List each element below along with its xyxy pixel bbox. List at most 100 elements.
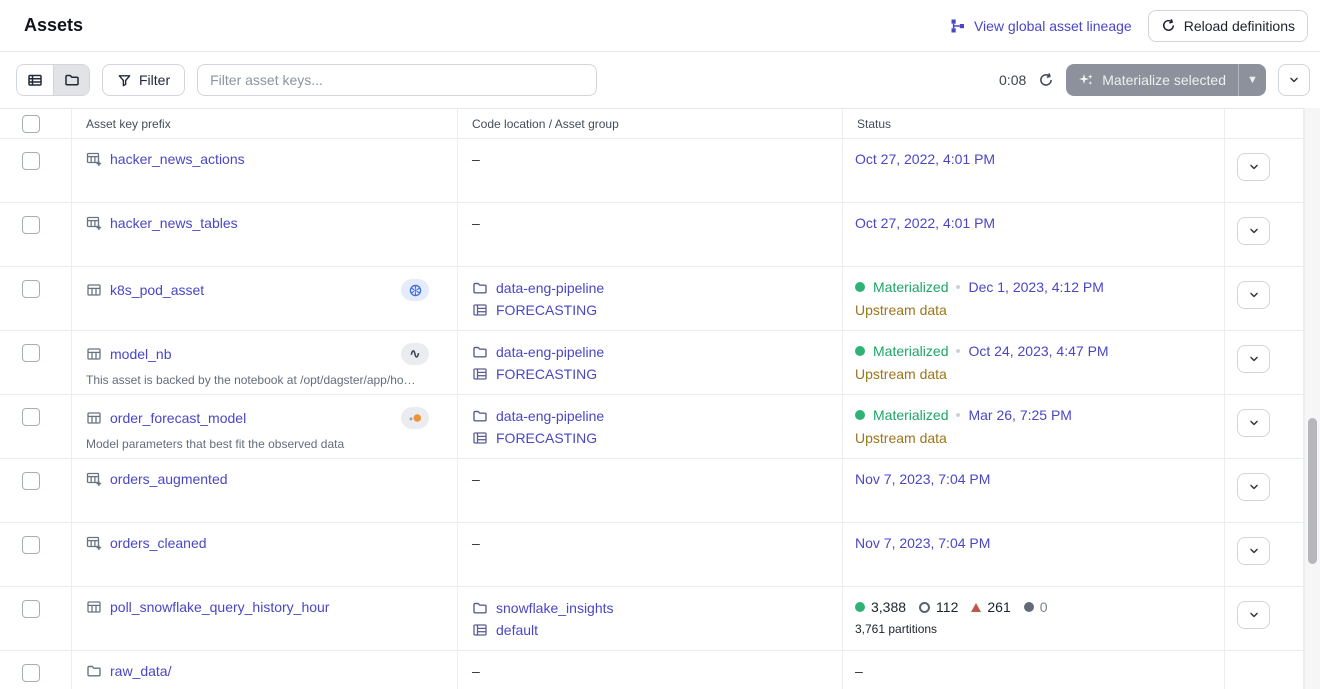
header-actions: View global asset lineage Reload definit… [950, 9, 1308, 42]
code-location-line: data-eng-pipeline [472, 277, 830, 299]
folder-view-icon [64, 72, 80, 88]
asset-group-line: default [472, 619, 830, 641]
row-menu-button[interactable] [1237, 409, 1270, 437]
view-global-asset-lineage-link[interactable]: View global asset lineage [950, 18, 1132, 34]
row-actions-cell [1225, 587, 1304, 650]
asset-link[interactable]: raw_data/ [110, 663, 172, 679]
list-view-button[interactable] [17, 65, 53, 95]
separator-dot [956, 413, 961, 417]
materialization-date-link[interactable]: Mar 26, 7:25 PM [968, 407, 1072, 423]
row-checkbox[interactable] [22, 152, 40, 170]
asset-link[interactable]: hacker_news_actions [110, 151, 245, 167]
asset-link[interactable]: orders_cleaned [110, 535, 207, 551]
row-menu-button[interactable] [1237, 153, 1270, 181]
refresh-timer: 0:08 [999, 72, 1027, 88]
column-header-status: Status [843, 109, 1225, 138]
select-all-checkbox[interactable] [22, 115, 40, 133]
materialize-split-button: Materialize selected ▼ [1066, 64, 1266, 96]
row-menu-button[interactable] [1237, 217, 1270, 245]
asset-link[interactable]: poll_snowflake_query_history_hour [110, 599, 330, 615]
row-checkbox[interactable] [22, 344, 40, 362]
asset-keys-search-input[interactable] [197, 64, 598, 96]
folder-icon [86, 663, 102, 679]
materialized-label: Materialized [873, 407, 949, 423]
asset-group-link[interactable]: FORECASTING [496, 366, 598, 382]
materialized-dot-icon [855, 410, 865, 420]
code-location-link[interactable]: data-eng-pipeline [496, 344, 605, 360]
materialization-date-link[interactable]: Dec 1, 2023, 4:12 PM [968, 279, 1104, 295]
code-location-cell: – [458, 459, 843, 522]
materialization-date-link[interactable]: Oct 27, 2022, 4:01 PM [855, 215, 996, 231]
code-location-line: data-eng-pipeline [472, 405, 830, 427]
page-title: Assets [24, 15, 84, 35]
refresh-button[interactable] [1038, 72, 1054, 88]
asset-line: orders_augmented [86, 471, 429, 487]
row-checkbox[interactable] [22, 408, 40, 426]
row-checkbox-cell [0, 395, 72, 458]
asset-link[interactable]: order_forecast_model [110, 410, 247, 426]
filter-funnel-icon [117, 73, 132, 88]
code-location-link[interactable]: data-eng-pipeline [496, 280, 605, 296]
status-cell: Oct 27, 2022, 4:01 PM [843, 203, 1225, 266]
partition-count-value: 261 [987, 599, 1011, 615]
chevron-down-icon [1247, 224, 1261, 238]
code-location-link[interactable]: snowflake_insights [496, 600, 614, 616]
asset-cell: orders_cleaned [72, 523, 458, 586]
row-checkbox-cell [0, 139, 72, 202]
more-options-button[interactable] [1278, 64, 1310, 96]
row-checkbox[interactable] [22, 216, 40, 234]
row-menu-button[interactable] [1237, 345, 1270, 373]
table-icon [86, 282, 102, 298]
chevron-down-icon [1247, 288, 1261, 302]
row-checkbox-cell [0, 459, 72, 522]
reload-icon [1161, 18, 1176, 33]
materialized-label: Materialized [873, 279, 949, 295]
row-checkbox[interactable] [22, 664, 40, 682]
row-menu-button[interactable] [1237, 601, 1270, 629]
asset-cell: poll_snowflake_query_history_hour [72, 587, 458, 650]
row-checkbox[interactable] [22, 280, 40, 298]
row-checkbox[interactable] [22, 472, 40, 490]
row-checkbox[interactable] [22, 536, 40, 554]
materialize-dropdown-caret[interactable]: ▼ [1238, 64, 1266, 96]
status-cell: Nov 7, 2023, 7:04 PM [843, 459, 1225, 522]
asset-link[interactable]: orders_augmented [110, 471, 228, 487]
row-menu-button[interactable] [1237, 473, 1270, 501]
materialize-selected-button[interactable]: Materialize selected [1066, 64, 1238, 96]
materialization-date-link[interactable]: Oct 24, 2023, 4:47 PM [968, 343, 1109, 359]
table-plus-icon [86, 471, 102, 487]
asset-group-link[interactable]: FORECASTING [496, 430, 598, 446]
reload-button-label: Reload definitions [1183, 17, 1295, 34]
row-menu-button[interactable] [1237, 281, 1270, 309]
asset-link[interactable]: k8s_pod_asset [110, 282, 205, 298]
materialization-date-link[interactable]: Nov 7, 2023, 7:04 PM [855, 471, 991, 487]
asset-link[interactable]: model_nb [110, 346, 172, 362]
kubernetes-icon [408, 283, 423, 298]
row-checkbox[interactable] [22, 600, 40, 618]
upstream-data-note: Upstream data [855, 302, 947, 318]
filter-button[interactable]: Filter [102, 64, 186, 96]
partitions-caption: 3,761 partitions [855, 622, 938, 636]
asset-group-link[interactable]: FORECASTING [496, 302, 598, 318]
scrollbar-track[interactable] [1304, 108, 1320, 689]
asset-group-line: FORECASTING [472, 299, 830, 321]
asset-group-line: FORECASTING [472, 427, 830, 449]
row-menu-button[interactable] [1237, 537, 1270, 565]
empty-value-dash: – [855, 663, 863, 679]
status-cell: – [843, 651, 1225, 689]
materialized-dot-icon [855, 602, 865, 612]
materialization-date-link[interactable]: Nov 7, 2023, 7:04 PM [855, 535, 991, 551]
status-line: Materialized Oct 24, 2023, 4:47 PM [855, 343, 1212, 359]
assets-table: Asset key prefix Code location / Asset g… [0, 108, 1304, 689]
asset-group-link[interactable]: default [496, 622, 539, 638]
row-actions-cell [1225, 459, 1304, 522]
kubernetes-badge [401, 279, 429, 301]
asset-link[interactable]: hacker_news_tables [110, 215, 238, 231]
folder-view-button[interactable] [53, 65, 89, 95]
column-header-asset-key-prefix: Asset key prefix [72, 109, 458, 138]
materialization-date-link[interactable]: Oct 27, 2022, 4:01 PM [855, 151, 996, 167]
row-checkbox-cell [0, 587, 72, 650]
scrollbar-thumb[interactable] [1308, 418, 1317, 564]
reload-definitions-button[interactable]: Reload definitions [1147, 9, 1308, 42]
code-location-link[interactable]: data-eng-pipeline [496, 408, 605, 424]
